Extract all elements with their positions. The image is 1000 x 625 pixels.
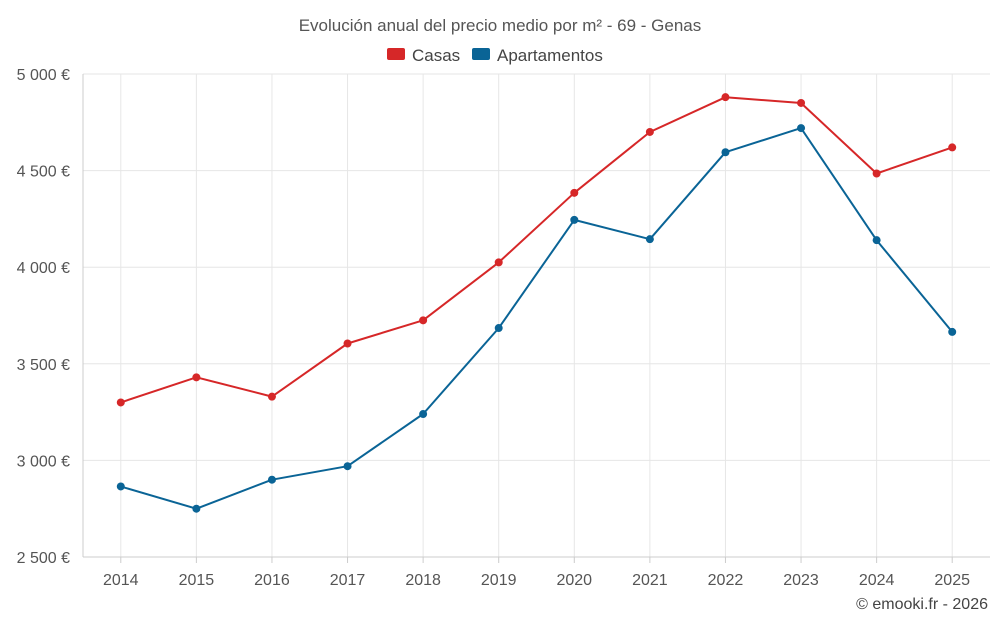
data-point-casas-2019[interactable]	[494, 258, 503, 267]
data-point-casas-2016[interactable]	[267, 392, 276, 401]
x-tick-label: 2025	[934, 572, 970, 589]
x-tick-label: 2014	[103, 572, 139, 589]
legend-item-apartamentos[interactable]: Apartamentos	[472, 46, 603, 65]
y-axis: 2 500 € 3 000 € 3 500 € 4 000 € 4 500 € 5 000…	[17, 67, 84, 567]
data-point-apartamentos-2018[interactable]	[419, 410, 428, 419]
data-point-apartamentos-2015[interactable]	[192, 504, 201, 513]
data-point-apartamentos-2023[interactable]	[797, 124, 806, 133]
x-tick-label: 2019	[481, 572, 517, 589]
data-point-casas-2014[interactable]	[116, 398, 125, 407]
legend-item-casas[interactable]: Casas	[387, 46, 460, 65]
data-point-apartamentos-2022[interactable]	[721, 148, 730, 157]
x-tick-label: 2018	[405, 572, 441, 589]
y-tick-label: 4 500 €	[17, 164, 70, 181]
credit-text: © emooki.fr - 2026	[856, 596, 988, 613]
y-tick-label: 3 500 €	[17, 357, 70, 374]
data-point-casas-2015[interactable]	[192, 373, 201, 382]
series-casas	[116, 93, 957, 407]
legend: Casas Apartamentos	[387, 46, 603, 65]
x-tick-label: 2023	[783, 572, 819, 589]
y-tick-label: 4 000 €	[17, 260, 70, 277]
data-point-apartamentos-2016[interactable]	[267, 475, 276, 484]
x-tick-label: 2022	[708, 572, 744, 589]
data-point-casas-2023[interactable]	[797, 98, 806, 107]
data-point-apartamentos-2025[interactable]	[948, 327, 957, 336]
legend-label-apartamentos: Apartamentos	[497, 46, 603, 65]
data-point-casas-2025[interactable]	[948, 143, 957, 152]
x-tick-label: 2020	[556, 572, 592, 589]
data-point-apartamentos-2017[interactable]	[343, 462, 352, 471]
y-tick-label: 5 000 €	[17, 67, 70, 84]
series-line-casas	[120, 96, 953, 404]
legend-label-casas: Casas	[412, 46, 460, 65]
data-point-apartamentos-2020[interactable]	[570, 215, 579, 224]
data-point-apartamentos-2019[interactable]	[494, 324, 503, 333]
data-point-apartamentos-2021[interactable]	[645, 235, 654, 244]
y-tick-label: 3 000 €	[17, 453, 70, 470]
x-tick-label: 2015	[179, 572, 215, 589]
legend-swatch-apartamentos	[472, 48, 490, 60]
data-point-casas-2018[interactable]	[419, 316, 428, 325]
series-apartamentos	[116, 124, 957, 513]
x-axis: 2014 2015 2016 2017 2018 2019 2020 2021 2022 2023…	[83, 556, 990, 589]
y-tick-label: 2 500 €	[17, 550, 70, 567]
data-point-casas-2022[interactable]	[721, 93, 730, 102]
x-tick-label: 2024	[859, 572, 895, 589]
data-point-apartamentos-2014[interactable]	[116, 482, 125, 491]
legend-swatch-casas	[387, 48, 405, 60]
data-point-apartamentos-2024[interactable]	[872, 236, 881, 245]
x-tick-label: 2021	[632, 572, 668, 589]
x-tick-label: 2017	[330, 572, 366, 589]
x-tick-label: 2016	[254, 572, 290, 589]
data-point-casas-2021[interactable]	[645, 127, 654, 136]
series-line-apartamentos	[120, 127, 953, 510]
data-point-casas-2024[interactable]	[872, 169, 881, 178]
chart-title: Evolución anual del precio medio por m² …	[299, 16, 702, 35]
series	[116, 93, 957, 513]
data-point-casas-2020[interactable]	[570, 188, 579, 197]
grid	[83, 73, 990, 558]
data-point-casas-2017[interactable]	[343, 339, 352, 348]
